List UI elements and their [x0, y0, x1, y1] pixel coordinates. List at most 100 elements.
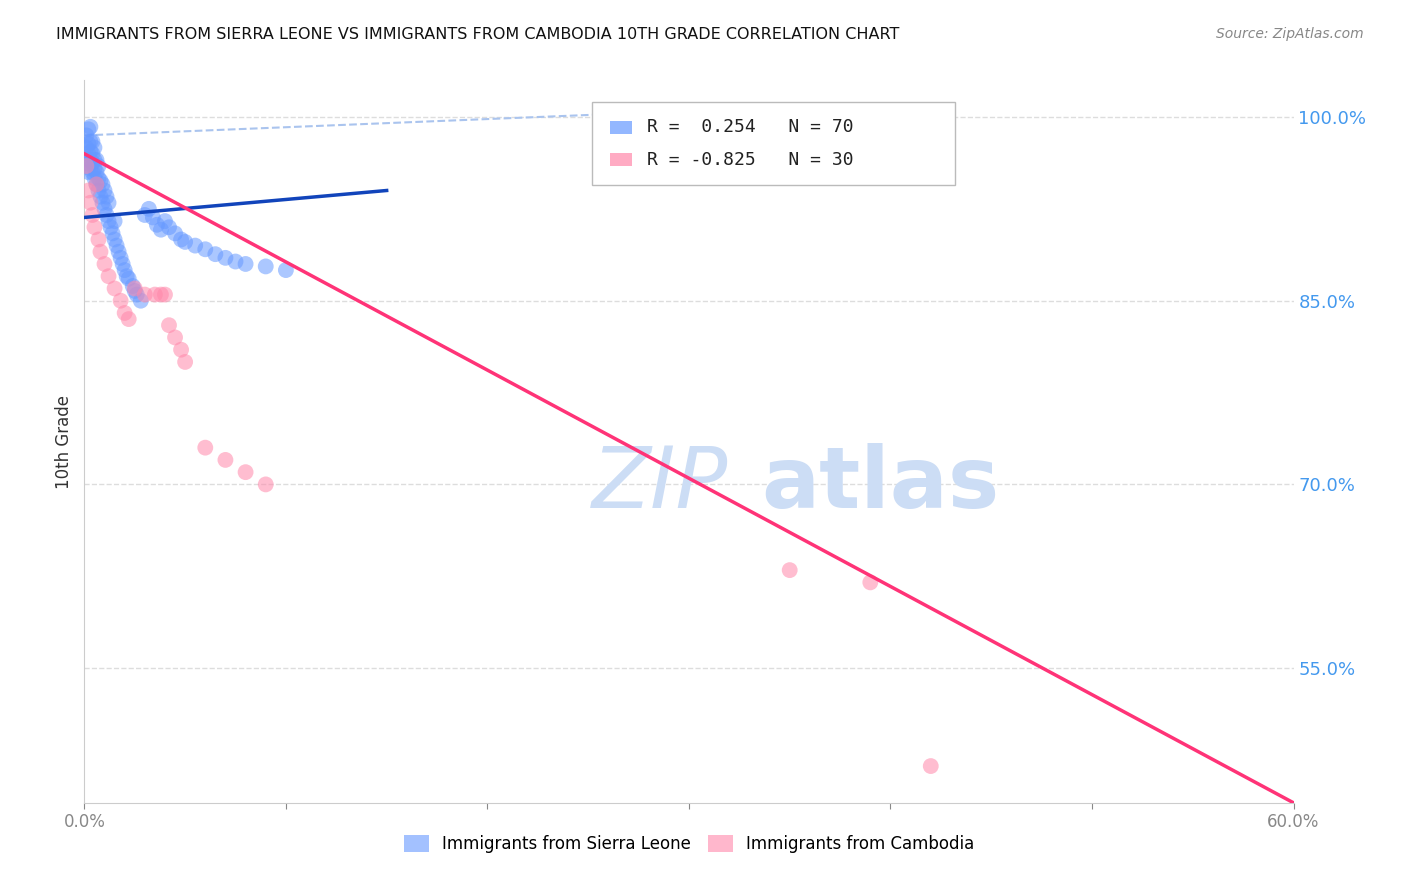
Point — [149, 222, 172, 236]
FancyBboxPatch shape — [592, 102, 955, 185]
Point — [153, 214, 176, 228]
Point — [174, 355, 197, 369]
Point — [157, 318, 180, 333]
Text: Source: ZipAtlas.com: Source: ZipAtlas.com — [1216, 27, 1364, 41]
Point — [104, 214, 127, 228]
Point — [184, 238, 207, 252]
Point — [124, 281, 146, 295]
Point — [97, 195, 120, 210]
Point — [75, 153, 97, 167]
Point — [194, 441, 217, 455]
Point — [97, 269, 120, 284]
Point — [89, 189, 111, 203]
Point — [77, 184, 100, 198]
Point — [134, 208, 156, 222]
Point — [77, 136, 100, 151]
Point — [118, 312, 141, 326]
Point — [105, 238, 128, 252]
Point — [170, 232, 193, 246]
Point — [75, 128, 97, 143]
Point — [87, 171, 110, 186]
Point — [142, 211, 165, 225]
Point — [87, 159, 110, 173]
Point — [89, 244, 111, 259]
Point — [79, 153, 101, 167]
Point — [125, 287, 148, 301]
Point — [146, 218, 169, 232]
Point — [107, 244, 129, 259]
Point — [225, 254, 247, 268]
Point — [82, 135, 104, 149]
Point — [97, 214, 120, 228]
Point — [110, 293, 132, 308]
Point — [170, 343, 193, 357]
Point — [79, 161, 101, 176]
Point — [129, 293, 152, 308]
Legend: Immigrants from Sierra Leone, Immigrants from Cambodia: Immigrants from Sierra Leone, Immigrants… — [396, 828, 981, 860]
Point — [779, 563, 801, 577]
Point — [83, 153, 105, 167]
Point — [920, 759, 942, 773]
Point — [235, 257, 257, 271]
Point — [111, 257, 134, 271]
Point — [86, 153, 108, 167]
Y-axis label: 10th Grade: 10th Grade — [55, 394, 73, 489]
Point — [157, 220, 180, 235]
Point — [86, 178, 108, 192]
Point — [104, 232, 127, 246]
Text: ZIP: ZIP — [592, 443, 728, 526]
Point — [124, 284, 146, 298]
Point — [96, 208, 118, 222]
Point — [87, 184, 110, 198]
Text: atlas: atlas — [762, 443, 1000, 526]
Point — [165, 227, 187, 241]
Point — [79, 135, 101, 149]
Point — [83, 220, 105, 235]
Point — [86, 178, 108, 192]
Point — [83, 141, 105, 155]
Point — [115, 269, 138, 284]
Point — [194, 242, 217, 256]
Point — [153, 287, 176, 301]
Point — [104, 281, 127, 295]
Point — [121, 279, 143, 293]
Point — [79, 120, 101, 134]
Point — [118, 271, 141, 285]
Point — [89, 174, 111, 188]
Point — [75, 159, 97, 173]
Point — [82, 146, 104, 161]
Point — [96, 189, 118, 203]
Point — [204, 247, 226, 261]
Text: IMMIGRANTS FROM SIERRA LEONE VS IMMIGRANTS FROM CAMBODIA 10TH GRADE CORRELATION : IMMIGRANTS FROM SIERRA LEONE VS IMMIGRAN… — [56, 27, 900, 42]
Point — [274, 263, 297, 277]
Point — [87, 232, 110, 246]
Point — [77, 156, 100, 170]
Point — [77, 146, 100, 161]
FancyBboxPatch shape — [610, 153, 633, 166]
Point — [254, 477, 277, 491]
Point — [254, 260, 277, 274]
Point — [100, 220, 122, 235]
Point — [93, 202, 115, 216]
Point — [77, 165, 100, 179]
Point — [101, 227, 124, 241]
Point — [91, 178, 114, 192]
Point — [93, 257, 115, 271]
FancyBboxPatch shape — [610, 120, 633, 134]
Point — [134, 287, 156, 301]
Point — [859, 575, 882, 590]
Text: R =  0.254   N = 70: R = 0.254 N = 70 — [647, 119, 853, 136]
Point — [82, 208, 104, 222]
Point — [77, 122, 100, 136]
Point — [149, 287, 172, 301]
Point — [82, 165, 104, 179]
Point — [79, 145, 101, 159]
Point — [114, 263, 136, 277]
Text: R = -0.825   N = 30: R = -0.825 N = 30 — [647, 151, 853, 169]
Point — [91, 195, 114, 210]
Point — [110, 251, 132, 265]
Point — [83, 171, 105, 186]
Point — [75, 141, 97, 155]
Point — [165, 330, 187, 344]
Point — [138, 202, 160, 216]
